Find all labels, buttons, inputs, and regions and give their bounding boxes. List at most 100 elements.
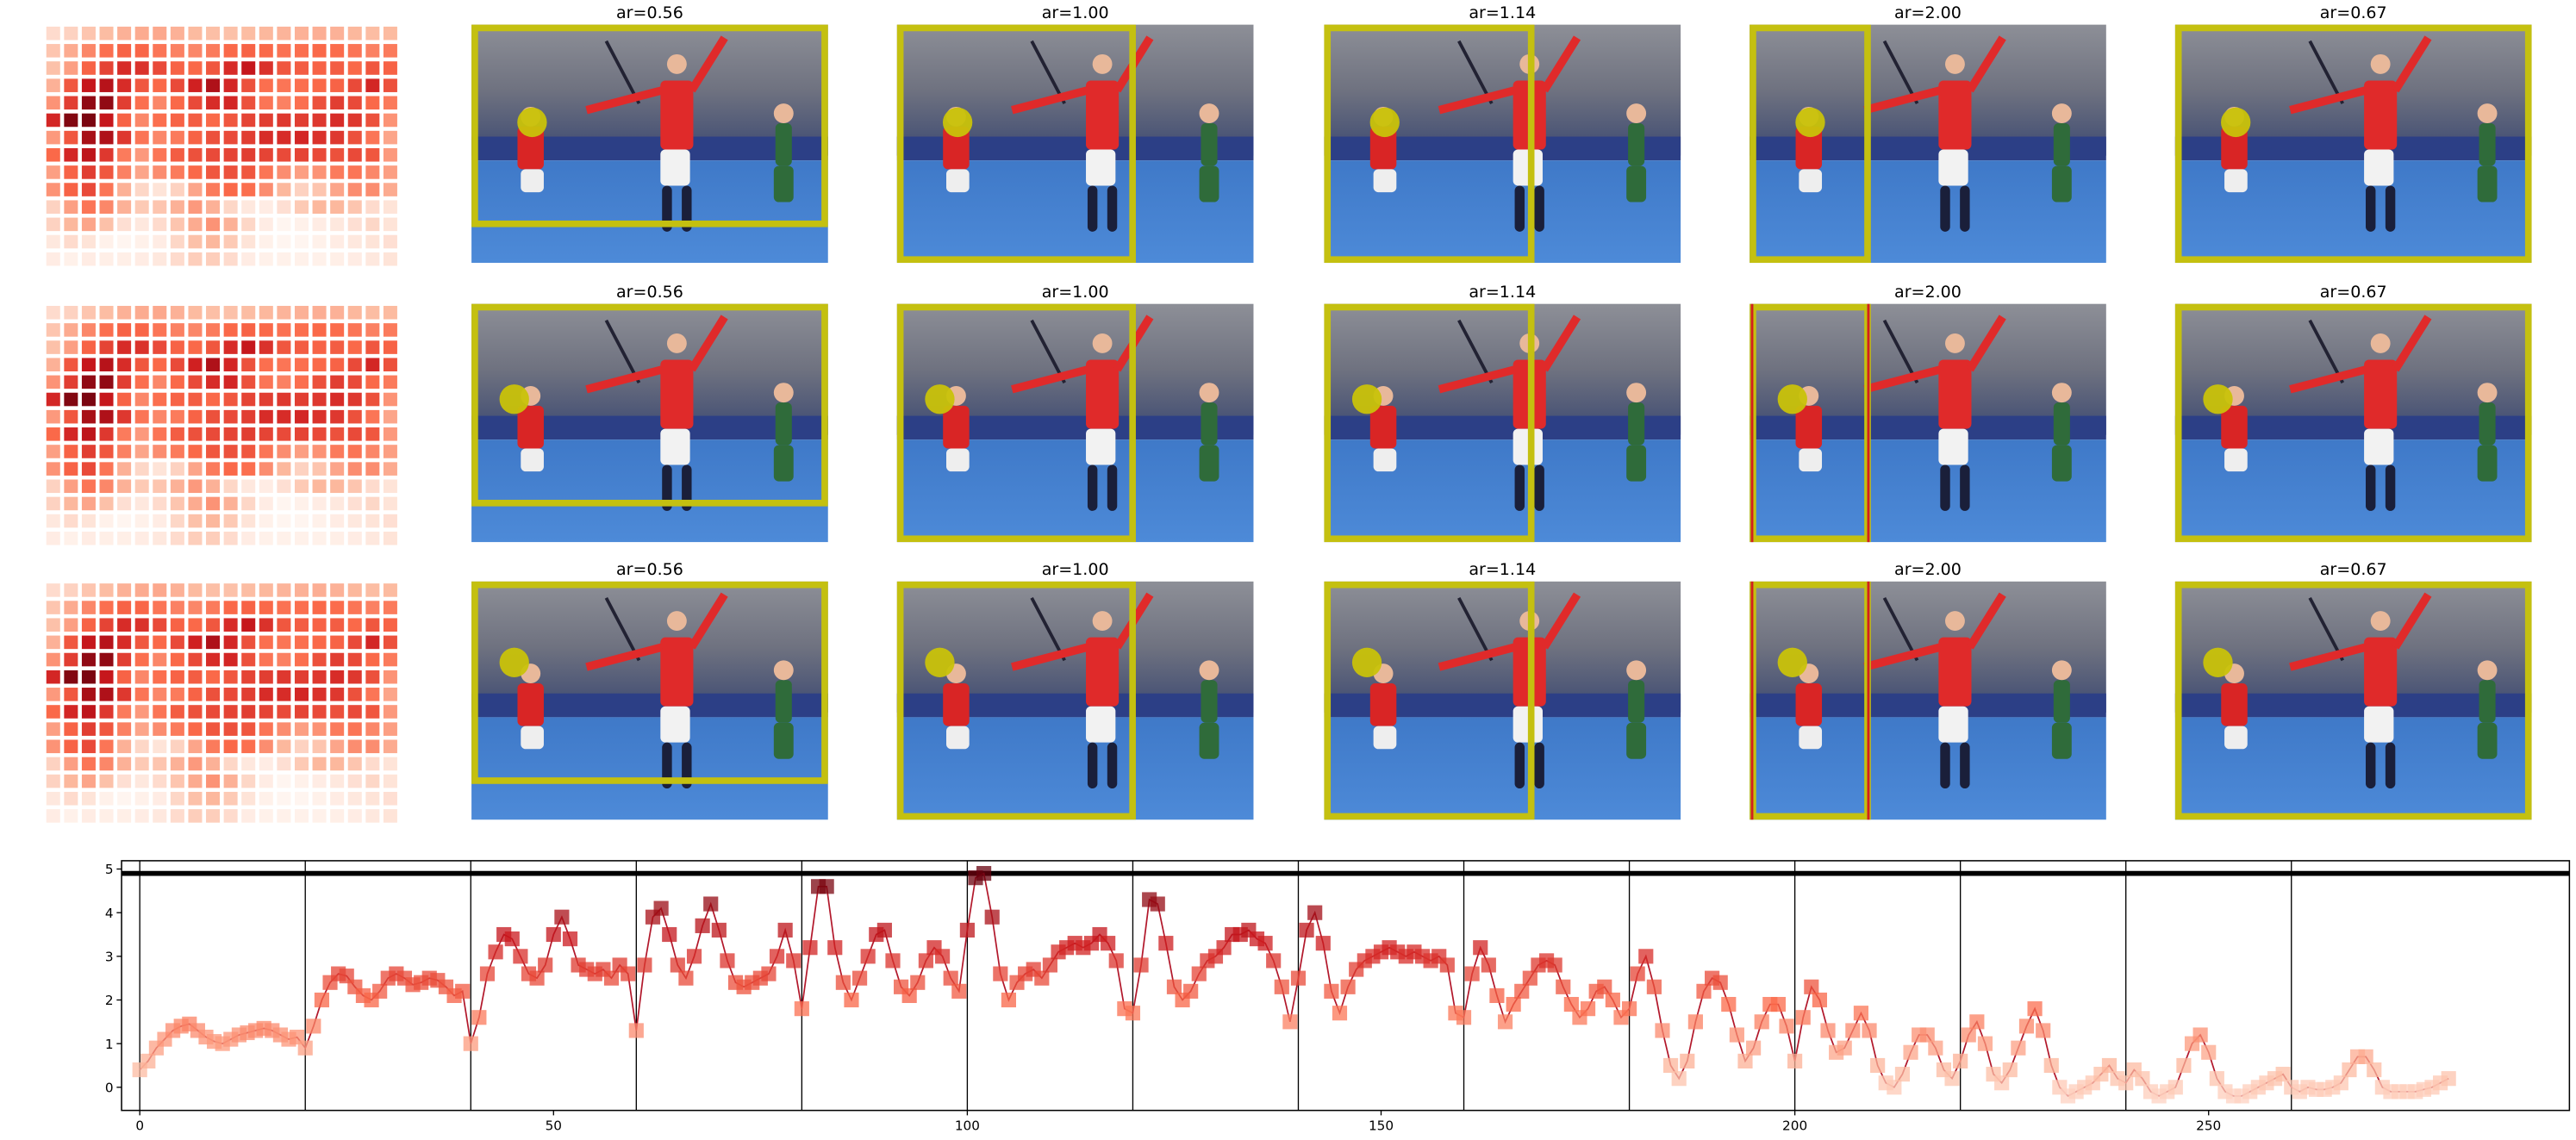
photo-head: [2477, 383, 2498, 403]
heatmap-cell: [134, 409, 149, 424]
heatmap-cell: [223, 531, 238, 545]
score-marker: [2176, 1057, 2192, 1074]
photo-figure: [1795, 126, 1823, 170]
score-marker: [603, 970, 620, 986]
photo-head: [2370, 333, 2391, 353]
heatmap-cell: [81, 323, 96, 337]
photo-figure: [1795, 683, 1823, 726]
heatmap-cell: [188, 722, 203, 736]
heatmap-cell: [330, 496, 345, 511]
heatmap-cell: [117, 774, 132, 788]
heatmap-cell: [294, 688, 309, 701]
heatmap-cell: [241, 670, 256, 684]
photo-figure: [662, 742, 672, 789]
heatmap-cell: [294, 809, 309, 823]
heatmap-cell: [365, 531, 380, 545]
heatmap-cell: [383, 757, 397, 771]
heatmap-cell: [383, 217, 397, 232]
photo-figure: [775, 680, 792, 723]
photo-figure: [660, 428, 690, 465]
heatmap-cell: [188, 44, 203, 58]
photo-figure: [1940, 742, 1950, 789]
heatmap-cell: [330, 670, 345, 684]
panel-title: ar=1.14: [1469, 560, 1536, 579]
photo-figure: [2051, 722, 2072, 759]
heatmap-cell: [259, 635, 273, 650]
heatmap-cell: [223, 61, 238, 75]
heatmap-cell: [134, 670, 149, 684]
heatmap-cell: [153, 809, 167, 823]
heatmap-cell: [99, 323, 114, 337]
photo-figure: [2221, 683, 2248, 726]
photo-head: [666, 333, 687, 353]
heatmap-cell: [153, 618, 167, 632]
photo-arm: [585, 86, 664, 115]
photo-stick: [1457, 319, 1494, 384]
heatmap-cell: [383, 200, 397, 215]
heatmap-cell: [117, 791, 132, 806]
score-marker: [901, 987, 917, 1004]
heatmap-cell: [99, 670, 114, 684]
photo-stick: [1882, 597, 1919, 662]
heatmap-cell: [347, 323, 362, 337]
heatmap-cell: [64, 774, 78, 788]
heatmap-cell: [117, 722, 132, 736]
photo-figure: [1087, 185, 1098, 232]
heatmap-cell: [223, 618, 238, 632]
heatmap-cell: [241, 78, 256, 92]
heatmap-cell: [294, 44, 309, 58]
heatmap-cell: [188, 234, 203, 249]
heatmap-cell: [383, 234, 397, 249]
heatmap-cell: [347, 392, 362, 407]
heatmap-cell: [365, 200, 380, 215]
heatmap-cell: [383, 739, 397, 754]
heatmap-cell: [206, 514, 221, 528]
heatmap-cell: [64, 323, 78, 337]
score-marker: [1191, 966, 1207, 981]
heatmap-cell: [206, 305, 221, 320]
heatmap-cell: [64, 113, 78, 128]
heatmap-cell: [294, 583, 309, 597]
photo-arm: [1863, 86, 1942, 115]
heatmap-cell: [188, 688, 203, 701]
heatmap-cell: [206, 340, 221, 354]
score-marker: [1324, 983, 1339, 999]
heatmap-cell: [259, 392, 273, 407]
heatmap-cell: [117, 44, 132, 58]
heatmap-cell: [330, 78, 345, 92]
heatmap-cell: [259, 774, 273, 788]
heatmap-cell: [330, 635, 345, 650]
heatmap-cell: [46, 358, 60, 372]
heatmap-cell: [312, 774, 327, 788]
panel-title: ar=2.00: [1894, 3, 1962, 22]
score-marker: [2036, 1023, 2051, 1038]
heatmap-cell: [259, 340, 273, 354]
heatmap-cell: [206, 774, 221, 788]
heatmap-cell: [46, 427, 60, 441]
heatmap-cell: [153, 445, 167, 458]
heatmap-cell: [223, 113, 238, 128]
heatmap-cell: [347, 462, 362, 476]
heatmap-cell: [99, 722, 114, 736]
score-marker: [2367, 1062, 2382, 1078]
x-tick-label: 100: [955, 1118, 980, 1134]
heatmap-cell: [277, 514, 291, 528]
heatmap-cell: [206, 531, 221, 545]
heatmap-cell: [312, 165, 327, 179]
heatmap-cell: [223, 375, 238, 389]
heatmap-cell: [188, 147, 203, 162]
heatmap-cell: [153, 96, 167, 110]
heatmap-cell: [153, 409, 167, 424]
crop-box: [1324, 24, 1535, 264]
photo-arm: [1540, 315, 1581, 372]
heatmap-cell: [153, 531, 167, 545]
heatmap-cell: [223, 96, 238, 110]
heatmap-cell: [330, 130, 345, 145]
heatmap-cell: [312, 479, 327, 494]
heatmap-cell: [170, 200, 184, 215]
heatmap-cell: [99, 130, 114, 145]
photo-figure: [2051, 165, 2072, 202]
photo-head: [2370, 53, 2391, 74]
photo-figure: [1087, 464, 1098, 511]
